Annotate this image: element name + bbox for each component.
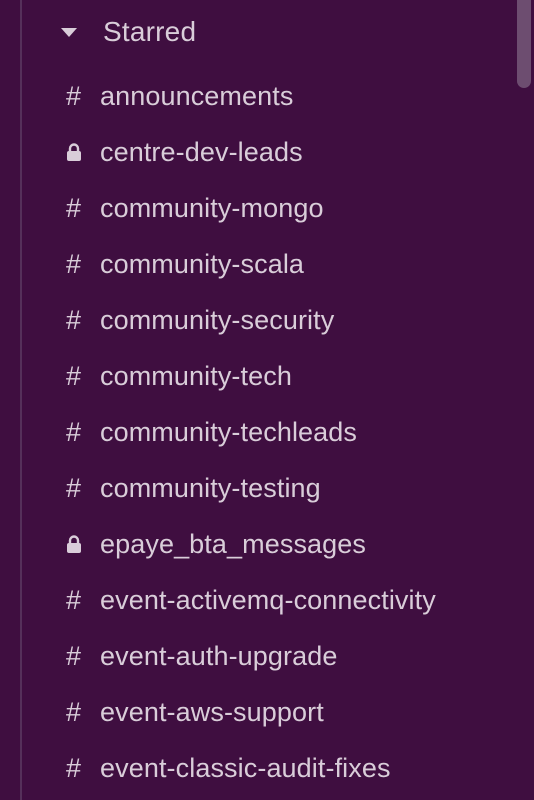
hash-icon: #	[66, 752, 82, 783]
channel-item-community-security[interactable]: # community-security	[0, 292, 514, 348]
hash-icon: #	[66, 472, 82, 503]
channel-name: community-testing	[100, 472, 321, 503]
channel-item-community-tech[interactable]: # community-tech	[0, 348, 514, 404]
section-label: Starred	[103, 16, 197, 47]
channel-item-community-scala[interactable]: # community-scala	[0, 236, 514, 292]
scrollbar[interactable]	[514, 0, 534, 800]
hash-icon: #	[66, 80, 82, 111]
hash-icon: #	[66, 696, 82, 727]
channel-name: community-tech	[100, 360, 292, 391]
channel-item-event-activemq-connectivity[interactable]: # event-activemq-connectivity	[0, 572, 514, 628]
channel-name: epaye_bta_messages	[100, 528, 366, 559]
channel-item-epaye_bta_messages[interactable]: epaye_bta_messages	[0, 516, 514, 572]
channel-name: event-aws-support	[100, 696, 324, 727]
channel-name: centre-dev-leads	[100, 136, 303, 167]
hash-icon: #	[66, 304, 82, 335]
channel-item-announcements[interactable]: # announcements	[0, 68, 514, 124]
starred-section-header[interactable]: Starred	[58, 10, 196, 54]
channel-list: # announcements centre-dev-leads # community…	[0, 68, 514, 796]
hash-icon: #	[66, 416, 82, 447]
channel-item-event-aws-support[interactable]: # event-aws-support	[0, 684, 514, 740]
hash-icon: #	[66, 360, 82, 391]
hash-icon: #	[66, 248, 82, 279]
hash-icon: #	[66, 640, 82, 671]
hash-icon: #	[66, 584, 82, 615]
caret-down-icon[interactable]	[61, 27, 77, 37]
channel-name: community-security	[100, 304, 335, 335]
channel-name: event-classic-audit-fixes	[100, 752, 391, 783]
channel-name: community-mongo	[100, 192, 324, 223]
channel-name: community-scala	[100, 248, 305, 279]
channel-name: community-techleads	[100, 416, 358, 447]
channel-name: event-auth-upgrade	[100, 640, 338, 671]
channel-item-event-auth-upgrade[interactable]: # event-auth-upgrade	[0, 628, 514, 684]
channel-name: event-activemq-connectivity	[100, 584, 436, 615]
channel-item-community-testing[interactable]: # community-testing	[0, 460, 514, 516]
lock-icon	[66, 534, 98, 554]
scrollbar-thumb[interactable]	[517, 0, 531, 88]
lock-icon	[66, 142, 98, 162]
sidebar-divider	[20, 0, 22, 800]
channel-item-event-classic-audit-fixes[interactable]: # event-classic-audit-fixes	[0, 740, 514, 796]
channel-name: announcements	[100, 80, 294, 111]
channel-item-community-techleads[interactable]: # community-techleads	[0, 404, 514, 460]
channel-item-community-mongo[interactable]: # community-mongo	[0, 180, 514, 236]
hash-icon: #	[66, 192, 82, 223]
channel-item-centre-dev-leads[interactable]: centre-dev-leads	[0, 124, 514, 180]
